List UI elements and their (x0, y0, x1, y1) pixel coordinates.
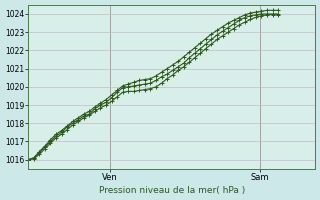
X-axis label: Pression niveau de la mer( hPa ): Pression niveau de la mer( hPa ) (99, 186, 245, 195)
